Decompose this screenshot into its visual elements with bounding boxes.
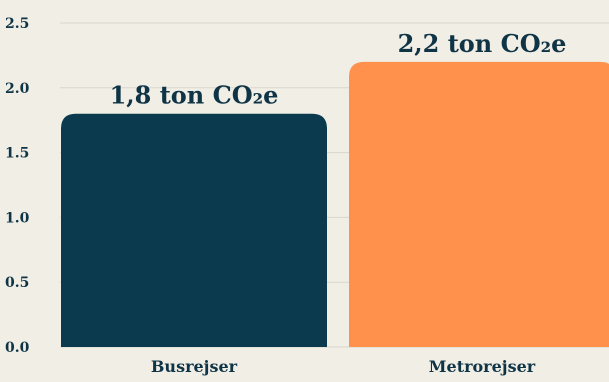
bar-metrorejser bbox=[349, 61, 609, 347]
x-axis-ticks: Busrejser Metrorejser bbox=[151, 357, 536, 376]
y-tick-label: 2.0 bbox=[5, 81, 30, 97]
x-tick-label: Busrejser bbox=[151, 357, 238, 376]
bar-busrejser bbox=[61, 113, 327, 347]
y-tick-label: 0.5 bbox=[5, 275, 29, 291]
data-label: 1,8 ton CO₂e bbox=[110, 81, 279, 110]
y-axis-ticks: 0.0 0.5 1.0 1.5 2.0 2.5 bbox=[5, 16, 30, 356]
bars bbox=[61, 61, 609, 347]
data-labels: 1,8 ton CO₂e 2,2 ton CO₂e bbox=[110, 29, 567, 110]
y-tick-label: 2.5 bbox=[5, 16, 29, 32]
x-tick-label: Metrorejser bbox=[429, 357, 536, 376]
data-label: 2,2 ton CO₂e bbox=[398, 29, 567, 58]
y-tick-label: 1.5 bbox=[5, 146, 29, 162]
y-tick-label: 0.0 bbox=[5, 340, 30, 356]
y-tick-label: 1.0 bbox=[5, 210, 30, 226]
